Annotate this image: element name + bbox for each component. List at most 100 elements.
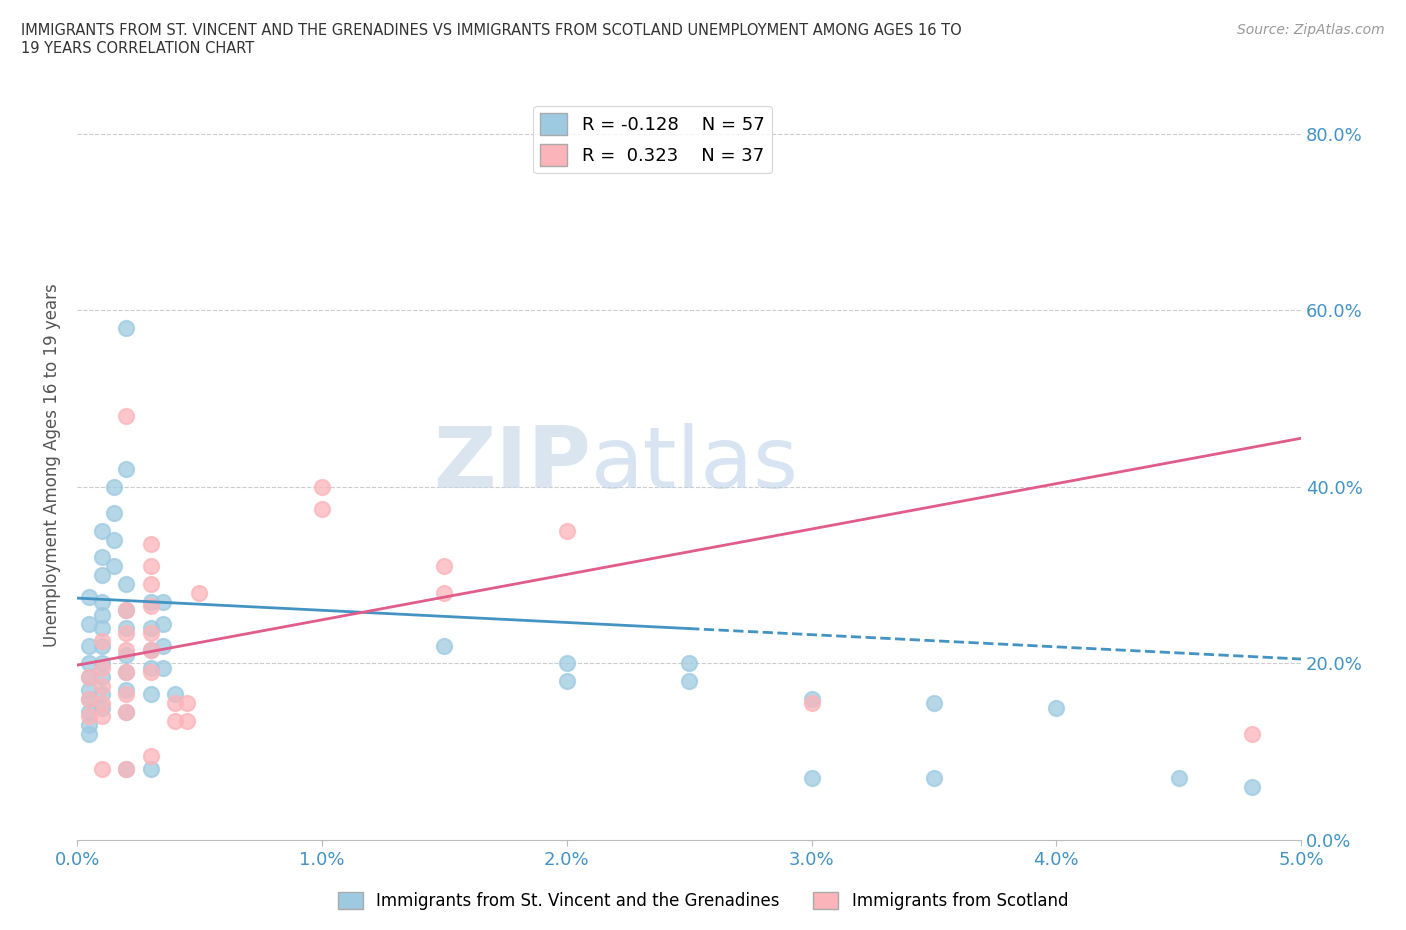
Point [115, 665, 138, 680]
Point [163, 687, 186, 702]
Point [152, 638, 174, 653]
Point [139, 665, 162, 680]
Point [90, 594, 112, 609]
Point [800, 771, 823, 786]
Point [79, 683, 101, 698]
Point [163, 696, 186, 711]
Point [103, 506, 125, 521]
Point [90, 567, 112, 582]
Point [90, 524, 112, 538]
Point [176, 713, 198, 728]
Point [115, 705, 138, 720]
Point [79, 590, 101, 604]
Point [79, 705, 101, 720]
Point [433, 585, 456, 600]
Point [152, 617, 174, 631]
Point [800, 696, 823, 711]
Point [90, 620, 112, 635]
Point [115, 603, 138, 618]
Point [800, 691, 823, 706]
Point [115, 687, 138, 702]
Point [79, 726, 101, 741]
Point [90, 656, 112, 671]
Point [678, 656, 700, 671]
Point [115, 620, 138, 635]
Point [115, 321, 138, 336]
Point [152, 594, 174, 609]
Point [139, 599, 162, 614]
Point [163, 713, 186, 728]
Point [176, 696, 198, 711]
Point [90, 700, 112, 715]
Point [115, 705, 138, 720]
Point [115, 625, 138, 640]
Point [311, 501, 333, 516]
Point [115, 762, 138, 777]
Legend: Immigrants from St. Vincent and the Grenadines, Immigrants from Scotland: Immigrants from St. Vincent and the Gren… [332, 885, 1074, 917]
Point [1241, 726, 1264, 741]
Point [555, 656, 578, 671]
Text: Source: ZipAtlas.com: Source: ZipAtlas.com [1237, 23, 1385, 37]
Point [1045, 700, 1067, 715]
Point [1167, 771, 1189, 786]
Point [90, 687, 112, 702]
Text: ZIP: ZIP [433, 423, 591, 506]
Text: atlas: atlas [591, 423, 799, 506]
Point [103, 532, 125, 547]
Point [139, 594, 162, 609]
Point [90, 607, 112, 622]
Point [139, 762, 162, 777]
Point [139, 620, 162, 635]
Point [90, 762, 112, 777]
Point [139, 559, 162, 574]
Point [555, 673, 578, 688]
Point [1241, 779, 1264, 794]
Point [311, 479, 333, 494]
Point [115, 408, 138, 423]
Point [139, 625, 162, 640]
Text: IMMIGRANTS FROM ST. VINCENT AND THE GRENADINES VS IMMIGRANTS FROM SCOTLAND UNEMP: IMMIGRANTS FROM ST. VINCENT AND THE GREN… [21, 23, 962, 56]
Point [90, 709, 112, 724]
Point [79, 709, 101, 724]
Point [433, 638, 456, 653]
Point [139, 687, 162, 702]
Point [115, 762, 138, 777]
Y-axis label: Unemployment Among Ages 16 to 19 years: Unemployment Among Ages 16 to 19 years [44, 283, 60, 646]
Point [115, 643, 138, 658]
Point [152, 660, 174, 675]
Point [139, 537, 162, 551]
Point [555, 524, 578, 538]
Point [90, 634, 112, 649]
Point [139, 749, 162, 764]
Point [79, 617, 101, 631]
Point [90, 550, 112, 565]
Point [139, 577, 162, 591]
Point [90, 670, 112, 684]
Point [79, 691, 101, 706]
Point [188, 585, 211, 600]
Point [90, 638, 112, 653]
Point [90, 678, 112, 693]
Point [433, 559, 456, 574]
Point [79, 670, 101, 684]
Point [139, 643, 162, 658]
Point [115, 647, 138, 662]
Point [139, 660, 162, 675]
Point [678, 673, 700, 688]
Point [90, 660, 112, 675]
Point [115, 683, 138, 698]
Point [922, 771, 945, 786]
Point [115, 461, 138, 476]
Point [103, 559, 125, 574]
Point [79, 638, 101, 653]
Legend: R = -0.128    N = 57, R =  0.323    N = 37: R = -0.128 N = 57, R = 0.323 N = 37 [533, 106, 772, 174]
Point [103, 479, 125, 494]
Point [79, 670, 101, 684]
Point [115, 577, 138, 591]
Point [115, 603, 138, 618]
Point [90, 696, 112, 711]
Point [139, 643, 162, 658]
Point [79, 691, 101, 706]
Point [79, 656, 101, 671]
Point [115, 665, 138, 680]
